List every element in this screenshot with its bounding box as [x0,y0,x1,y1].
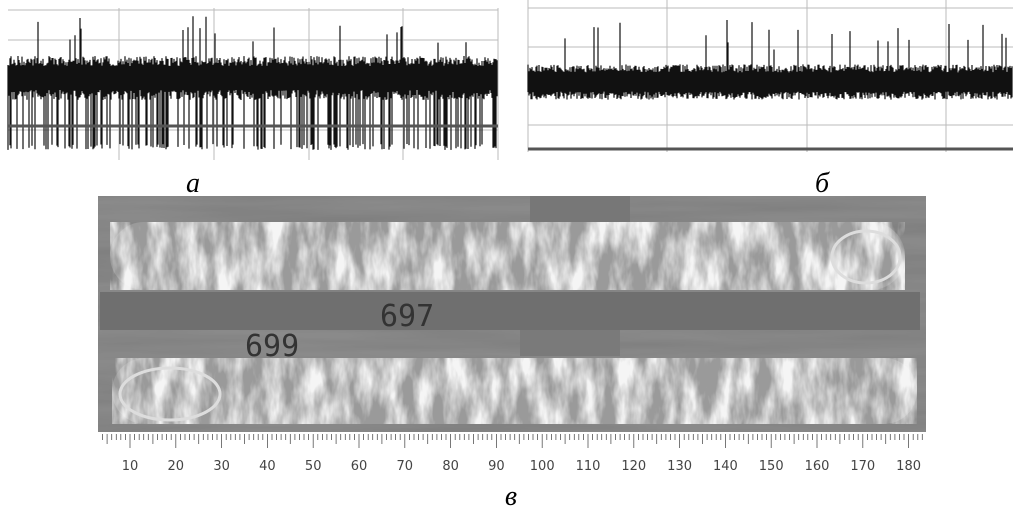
ruler-label: 140 [713,459,738,474]
panel-label: б [815,168,830,199]
ruler-label: 20 [168,459,185,474]
oscillogram-b [527,0,1013,152]
ruler-label: 70 [397,459,414,474]
signal [7,16,498,150]
ruler-label: 170 [850,459,875,474]
ruler-label: 30 [213,459,230,474]
ruler-label: 100 [530,459,555,474]
stamp: 697 [380,299,434,334]
weld-photo [98,196,926,432]
stamp: 699 [245,329,299,364]
ruler-label: 90 [488,459,505,474]
panel-label: в [505,481,517,512]
ruler-label: 110 [576,459,601,474]
ruler-label: 150 [759,459,784,474]
signal [527,20,1013,100]
ruler-label: 160 [805,459,830,474]
ruler-label: 10 [122,459,139,474]
panel-label: а [186,168,200,199]
ruler-label: 180 [896,459,921,474]
oscillogram-a [7,8,499,160]
ruler: 10 20 30 40 50 60 70 80 90 100 110 120 130 140 150 160 1… [102,434,923,474]
ruler-label: 130 [667,459,692,474]
ruler-label: 50 [305,459,322,474]
ruler-label: 120 [621,459,646,474]
ruler-label: 60 [351,459,368,474]
ruler-label: 80 [442,459,459,474]
ruler-label: 40 [259,459,276,474]
